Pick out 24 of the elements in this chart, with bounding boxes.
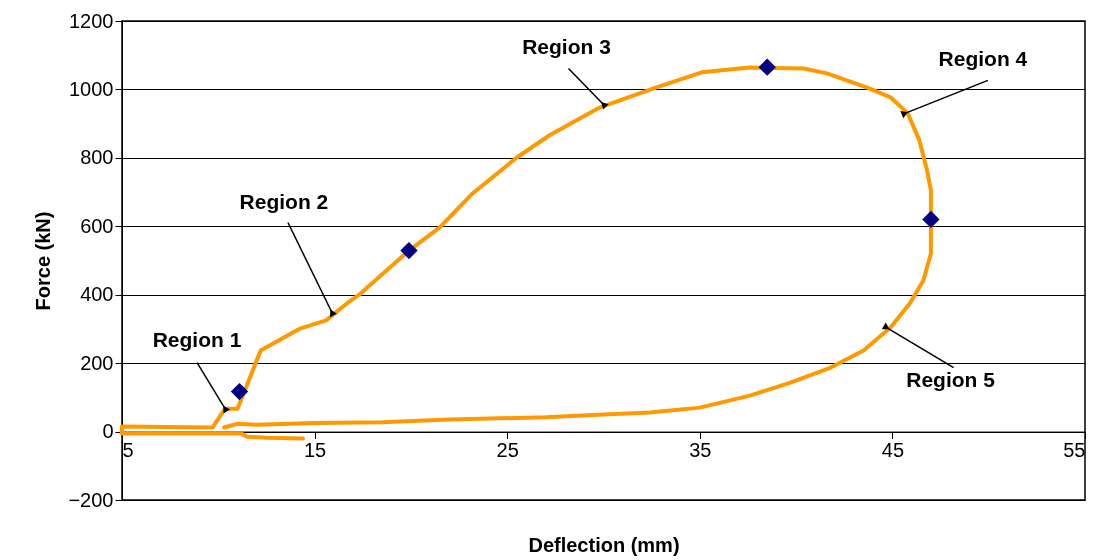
y-tick-label: 600: [80, 214, 114, 237]
y-tick-label: 800: [80, 146, 114, 169]
x-tick-label: 45: [881, 439, 905, 462]
annotation: Region 5: [906, 367, 996, 391]
y-tick-label: 0: [102, 420, 114, 443]
y-tick-label: 1000: [69, 77, 114, 100]
annotation: Region 3: [522, 35, 611, 59]
annotation: Region 1: [152, 327, 242, 351]
point: [758, 58, 776, 76]
x-axis-title: Deflection (mm): [528, 533, 680, 556]
annotation: Region 4: [938, 47, 1028, 71]
y-tick-label: 200: [80, 351, 114, 374]
annotation: Region 2: [239, 189, 329, 213]
x-tick-label: 35: [689, 439, 712, 462]
y-axis-title: Force (kN): [32, 211, 55, 311]
point: [400, 241, 418, 260]
point: [922, 210, 940, 229]
y-tick-label: 400: [80, 283, 114, 306]
point: [230, 382, 249, 401]
x-tick-label: 5: [122, 439, 134, 462]
y-tick-label: 1200: [69, 9, 114, 32]
y-tick-label: −200: [68, 488, 114, 511]
x-tick-label: 25: [496, 439, 519, 462]
x-tick-label: 15: [303, 439, 327, 462]
